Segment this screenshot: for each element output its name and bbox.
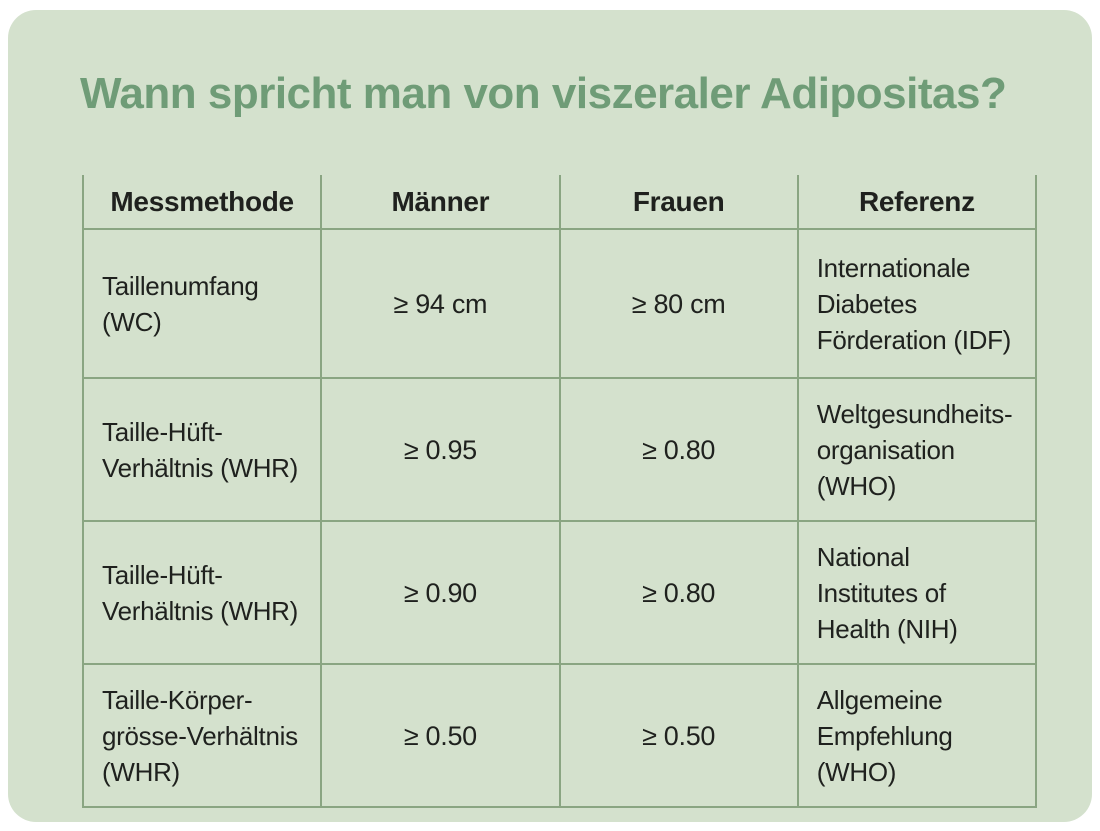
column-header-maenner: Männer [320,175,560,230]
cell-men-value: ≥ 94 cm [320,229,560,379]
cell-reference: Allgemeine Empfehlung (WHO) [796,664,1038,808]
cell-method: Taille-Hüft- Verhältnis (WHR) [81,378,322,522]
table-row: Taille-Hüft- Verhältnis (WHR) ≥ 0.90 ≥ 0… [81,521,1038,665]
page-title: Wann spricht man von viszeraler Adiposit… [80,69,1007,118]
cell-method: Taille-Körper- grösse-Verhältnis (WHR) [81,664,322,808]
column-header-referenz: Referenz [796,175,1038,230]
cell-reference: Weltgesundheits- organisation (WHO) [796,378,1038,522]
table-row: Taille-Körper- grösse-Verhältnis (WHR) ≥… [81,664,1038,808]
cell-women-value: ≥ 0.50 [558,664,798,808]
cell-women-value: ≥ 80 cm [558,229,798,379]
cell-reference: National Institutes of Health (NIH) [796,521,1038,665]
adiposity-criteria-table: Messmethode Männer Frauen Referenz Taill… [81,175,1038,808]
cell-men-value: ≥ 0.95 [320,378,560,522]
cell-men-value: ≥ 0.50 [320,664,560,808]
table-header-row: Messmethode Männer Frauen Referenz [81,175,1038,230]
cell-reference: Internationale Diabetes Förderation (IDF… [796,229,1038,379]
column-header-frauen: Frauen [558,175,798,230]
table-row: Taillenumfang (WC) ≥ 94 cm ≥ 80 cm Inter… [81,229,1038,379]
cell-women-value: ≥ 0.80 [558,378,798,522]
cell-method: Taille-Hüft- Verhältnis (WHR) [81,521,322,665]
cell-men-value: ≥ 0.90 [320,521,560,665]
cell-method: Taillenumfang (WC) [81,229,322,379]
column-header-messmethode: Messmethode [81,175,322,230]
table-row: Taille-Hüft- Verhältnis (WHR) ≥ 0.95 ≥ 0… [81,378,1038,522]
info-card: Wann spricht man von viszeraler Adiposit… [8,10,1092,822]
cell-women-value: ≥ 0.80 [558,521,798,665]
